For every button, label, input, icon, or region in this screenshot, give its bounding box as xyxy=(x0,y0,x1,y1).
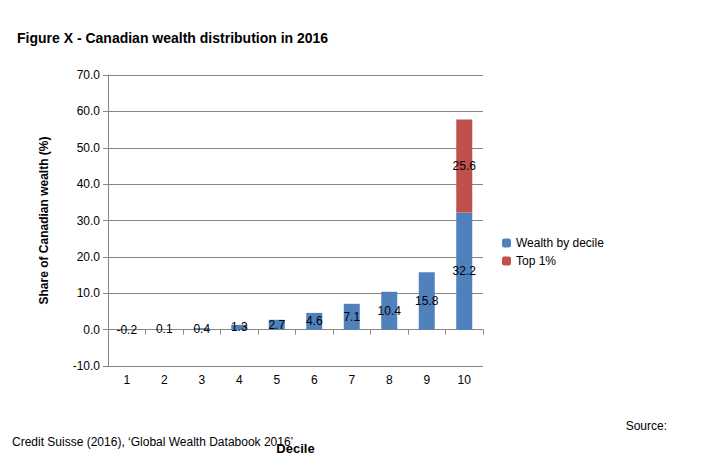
svg-text:Source:: Source: xyxy=(626,419,667,433)
svg-text:0.0: 0.0 xyxy=(83,323,100,337)
svg-text:4.6: 4.6 xyxy=(306,314,323,328)
svg-text:1: 1 xyxy=(123,373,130,387)
svg-text:5: 5 xyxy=(273,373,280,387)
svg-text:25.6: 25.6 xyxy=(453,159,477,173)
svg-text:Wealth by decile: Wealth by decile xyxy=(516,236,604,250)
svg-text:Figure X - Canadian wealth dis: Figure X - Canadian wealth distribution … xyxy=(17,30,328,46)
svg-text:30.0: 30.0 xyxy=(77,214,101,228)
svg-text:7: 7 xyxy=(348,373,355,387)
svg-text:15.8: 15.8 xyxy=(415,294,439,308)
svg-text:1.3: 1.3 xyxy=(231,320,248,334)
svg-text:70.0: 70.0 xyxy=(77,68,101,82)
svg-text:Share of Canadian wealth (%): Share of Canadian wealth (%) xyxy=(37,136,51,304)
svg-text:40.0: 40.0 xyxy=(77,177,101,191)
svg-text:60.0: 60.0 xyxy=(77,104,101,118)
svg-text:8: 8 xyxy=(386,373,393,387)
svg-text:2: 2 xyxy=(161,373,168,387)
svg-text:Credit Suisse (2016), ‘Global: Credit Suisse (2016), ‘Global Wealth Dat… xyxy=(12,435,293,449)
svg-text:-0.2: -0.2 xyxy=(116,323,137,337)
svg-text:2.7: 2.7 xyxy=(268,318,285,332)
svg-text:4: 4 xyxy=(236,373,243,387)
svg-text:20.0: 20.0 xyxy=(77,250,101,264)
svg-text:7.1: 7.1 xyxy=(343,310,360,324)
svg-text:0.1: 0.1 xyxy=(156,322,173,336)
svg-text:10: 10 xyxy=(458,373,472,387)
svg-text:Decile: Decile xyxy=(276,441,314,456)
svg-text:32.2: 32.2 xyxy=(453,264,477,278)
svg-text:9: 9 xyxy=(423,373,430,387)
svg-text:3: 3 xyxy=(198,373,205,387)
svg-text:Top 1%: Top 1% xyxy=(516,254,556,268)
svg-text:10.0: 10.0 xyxy=(77,286,101,300)
svg-text:10.4: 10.4 xyxy=(378,304,402,318)
svg-text:0.4: 0.4 xyxy=(193,322,210,336)
svg-text:50.0: 50.0 xyxy=(77,141,101,155)
svg-text:6: 6 xyxy=(311,373,318,387)
svg-text:-10.0: -10.0 xyxy=(73,359,101,373)
